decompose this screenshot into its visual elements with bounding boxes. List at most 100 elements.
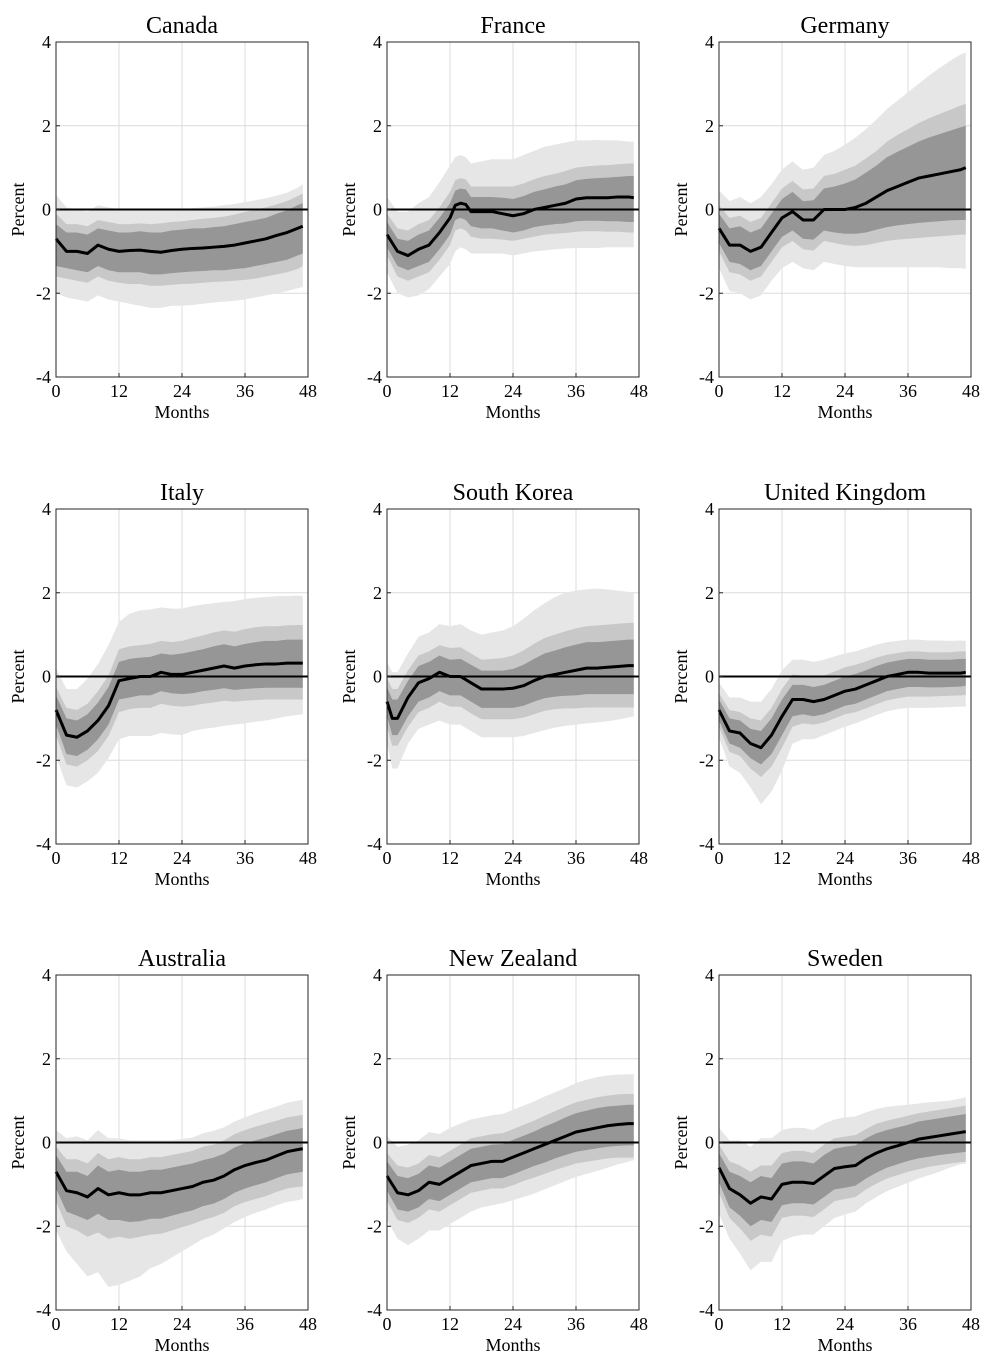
x-tick-label: 48 — [962, 381, 980, 401]
y-tick-label: -4 — [699, 367, 714, 387]
y-tick-label: 2 — [373, 583, 382, 603]
x-tick-label: 12 — [773, 848, 791, 868]
x-tick-label: 24 — [504, 381, 522, 401]
y-tick-label: -4 — [367, 1300, 382, 1320]
x-tick-label: 48 — [299, 848, 317, 868]
x-tick-label: 24 — [173, 381, 191, 401]
x-axis-label: Months — [154, 869, 209, 889]
y-tick-label: 0 — [705, 200, 714, 220]
y-tick-label: 4 — [373, 965, 382, 985]
y-tick-label: 4 — [373, 499, 382, 519]
x-tick-label: 24 — [836, 1314, 854, 1334]
x-tick-label: 36 — [899, 848, 917, 868]
median-line — [54, 1147, 303, 1199]
y-tick-label: 4 — [705, 32, 714, 52]
y-tick-label: 0 — [42, 1133, 51, 1153]
median-line — [717, 166, 967, 253]
y-tick-label: 0 — [705, 1133, 714, 1153]
y-tick-label: -2 — [699, 283, 714, 303]
x-tick-label: 24 — [504, 1314, 522, 1334]
panel-title: Italy — [160, 480, 204, 506]
x-tick-label: 48 — [630, 1314, 648, 1334]
median-line — [717, 670, 966, 750]
y-tick-label: 0 — [373, 200, 382, 220]
x-tick-label: 0 — [383, 1314, 392, 1334]
x-tick-label: 12 — [441, 848, 459, 868]
x-axis-label: Months — [817, 869, 872, 889]
y-tick-label: -4 — [699, 834, 714, 854]
x-tick-label: 12 — [773, 1314, 791, 1334]
y-tick-label: -4 — [367, 834, 382, 854]
x-tick-label: 48 — [299, 381, 317, 401]
band-68-area — [719, 125, 966, 271]
panel-title: Sweden — [807, 946, 883, 972]
x-tick-label: 48 — [630, 381, 648, 401]
y-tick-label: 0 — [373, 1133, 382, 1153]
y-tick-label: 0 — [705, 667, 714, 687]
x-tick-label: 36 — [236, 848, 254, 868]
y-axis-label: Percent — [8, 650, 28, 704]
y-tick-label: 4 — [42, 965, 51, 985]
x-tick-label: 0 — [52, 1314, 61, 1334]
panel-title: United Kingdom — [764, 480, 926, 506]
x-tick-label: 24 — [504, 848, 522, 868]
band-68-area — [56, 203, 303, 275]
y-axis-label: Percent — [8, 183, 28, 237]
x-tick-label: 24 — [836, 381, 854, 401]
y-tick-label: 2 — [705, 1049, 714, 1069]
y-tick-label: 4 — [705, 499, 714, 519]
y-axis-label: Percent — [671, 1116, 691, 1170]
y-tick-label: -2 — [699, 1216, 714, 1236]
x-tick-label: 0 — [52, 848, 61, 868]
x-tick-label: 36 — [567, 848, 585, 868]
x-tick-label: 0 — [383, 381, 392, 401]
x-tick-label: 24 — [836, 848, 854, 868]
y-tick-label: 2 — [42, 1049, 51, 1069]
panel-title: South Korea — [453, 480, 574, 506]
y-tick-label: -4 — [699, 1300, 714, 1320]
y-axis-label: Percent — [8, 1116, 28, 1170]
y-tick-label: -2 — [699, 750, 714, 770]
x-tick-label: 24 — [173, 848, 191, 868]
y-tick-label: -2 — [367, 283, 382, 303]
y-tick-label: 2 — [705, 583, 714, 603]
band-68-area — [56, 1127, 303, 1223]
panel-title: France — [480, 13, 545, 39]
x-tick-label: 0 — [715, 1314, 724, 1334]
x-tick-label: 48 — [962, 1314, 980, 1334]
y-tick-label: 4 — [373, 32, 382, 52]
x-tick-label: 12 — [110, 381, 128, 401]
y-tick-label: 2 — [42, 116, 51, 136]
band-68-area — [56, 639, 303, 757]
x-axis-label: Months — [485, 869, 540, 889]
y-tick-label: 2 — [373, 116, 382, 136]
y-tick-label: 4 — [42, 32, 51, 52]
x-tick-label: 12 — [773, 381, 791, 401]
y-tick-label: 0 — [42, 200, 51, 220]
y-tick-label: 4 — [42, 499, 51, 519]
y-axis-label: Percent — [339, 1116, 359, 1170]
panel-title: New Zealand — [449, 946, 578, 972]
y-tick-label: -4 — [36, 834, 51, 854]
x-tick-label: 12 — [441, 1314, 459, 1334]
y-tick-label: 2 — [42, 583, 51, 603]
y-tick-label: 2 — [373, 1049, 382, 1069]
y-axis-label: Percent — [339, 650, 359, 704]
y-tick-label: -4 — [367, 367, 382, 387]
x-tick-label: 0 — [715, 848, 724, 868]
x-tick-label: 0 — [715, 381, 724, 401]
y-tick-label: -2 — [36, 1216, 51, 1236]
y-axis-label: Percent — [671, 650, 691, 704]
y-tick-label: -2 — [367, 1216, 382, 1236]
panel-title: Australia — [138, 946, 226, 972]
x-tick-label: 36 — [236, 1314, 254, 1334]
x-tick-label: 24 — [173, 1314, 191, 1334]
